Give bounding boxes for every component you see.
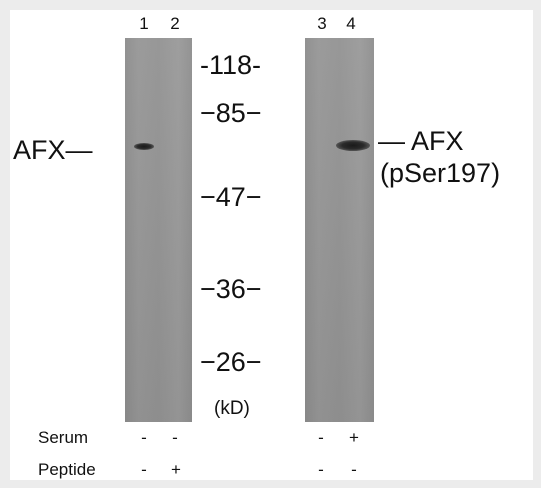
serum-sign-lane-2: - xyxy=(172,428,178,447)
peptide-sign-lane-2: + xyxy=(171,460,181,479)
band-lane-4 xyxy=(336,140,370,151)
marker-26: −26− xyxy=(200,347,262,377)
figure-canvas xyxy=(10,10,533,480)
blot-panel-left xyxy=(125,38,192,422)
serum-sign-lane-4: + xyxy=(349,428,359,447)
lane-number-4: 4 xyxy=(346,14,356,33)
peptide-sign-lane-4: - xyxy=(351,460,357,479)
lane-number-3: 3 xyxy=(317,14,327,33)
band-lane-1 xyxy=(134,143,154,150)
afx-label-left: AFX— xyxy=(13,135,93,165)
pser197-label: (pSer197) xyxy=(380,158,501,188)
serum-sign-lane-3: - xyxy=(318,428,324,447)
marker-85: −85− xyxy=(200,98,262,128)
blot-panel-right xyxy=(305,38,374,422)
marker-36: −36− xyxy=(200,274,262,304)
marker-118: -118- xyxy=(200,50,262,80)
peptide-sign-lane-1: - xyxy=(141,460,147,479)
marker-47: −47− xyxy=(200,182,262,212)
afx-label-right: — AFX xyxy=(378,126,464,156)
serum-sign-lane-1: - xyxy=(141,428,147,447)
peptide-sign-lane-3: - xyxy=(318,460,324,479)
lane-number-1: 1 xyxy=(139,14,149,33)
unit-label: (kD) xyxy=(214,398,250,419)
lane-number-2: 2 xyxy=(170,14,180,33)
peptide-label: Peptide xyxy=(38,460,96,479)
serum-label: Serum xyxy=(38,428,89,447)
